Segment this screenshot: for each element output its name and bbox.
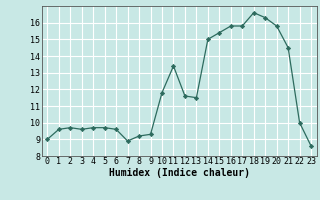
X-axis label: Humidex (Indice chaleur): Humidex (Indice chaleur): [109, 168, 250, 178]
